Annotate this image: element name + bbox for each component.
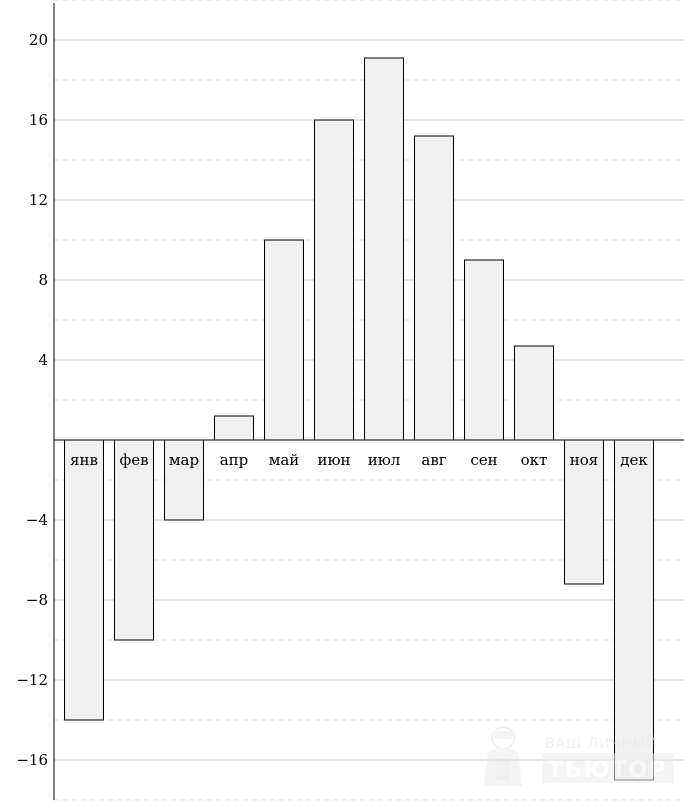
- category-label: ноя: [570, 451, 599, 469]
- bar-11: [564, 439, 604, 585]
- bar-9: [464, 259, 504, 441]
- y-tick-label: −4: [26, 511, 48, 529]
- category-label: июн: [317, 451, 350, 469]
- category-label: сен: [470, 451, 497, 469]
- axes: [53, 3, 684, 800]
- category-label: апр: [220, 451, 249, 469]
- bar-10: [514, 345, 554, 441]
- bar-2: [114, 439, 154, 641]
- category-label: окт: [521, 451, 548, 469]
- bar-3: [164, 439, 204, 521]
- y-tick-labels: −16 −12 −8 −4 4 8 12 16 20: [16, 31, 48, 769]
- category-label: июл: [368, 451, 401, 469]
- y-tick-label: −8: [26, 591, 48, 609]
- category-label: фев: [119, 451, 148, 469]
- tutor-figure-icon: [484, 726, 522, 786]
- y-tick-label: −16: [16, 751, 48, 769]
- y-tick-label: 20: [29, 31, 48, 49]
- category-label: дек: [620, 451, 648, 469]
- category-labels: янв фев мар апр май июн июл авг сен окт ноя дек: [70, 451, 648, 469]
- y-tick-label: 8: [38, 271, 48, 289]
- y-tick-label: 4: [38, 351, 48, 369]
- watermark-line2: ТЬЮТОР: [548, 758, 667, 783]
- y-tick-label: 16: [29, 111, 48, 129]
- category-label: мар: [169, 451, 199, 469]
- watermark-line1: ВАШ ЛИЧНЫЙ: [545, 734, 658, 752]
- bar-12: [614, 439, 654, 781]
- bars: [64, 57, 654, 781]
- bar-8: [414, 135, 454, 441]
- category-label: май: [269, 451, 300, 469]
- bar-4: [214, 415, 254, 441]
- bar-6: [314, 119, 354, 441]
- category-label: янв: [70, 451, 98, 469]
- y-tick-label: −12: [16, 671, 48, 689]
- watermark: ВАШ ЛИЧНЫЙ ТЬЮТОР: [484, 726, 674, 786]
- bar-5: [264, 239, 304, 441]
- bar-1: [64, 439, 104, 721]
- category-label: авг: [421, 451, 446, 469]
- bar-7: [364, 57, 404, 441]
- y-tick-label: 12: [29, 191, 48, 209]
